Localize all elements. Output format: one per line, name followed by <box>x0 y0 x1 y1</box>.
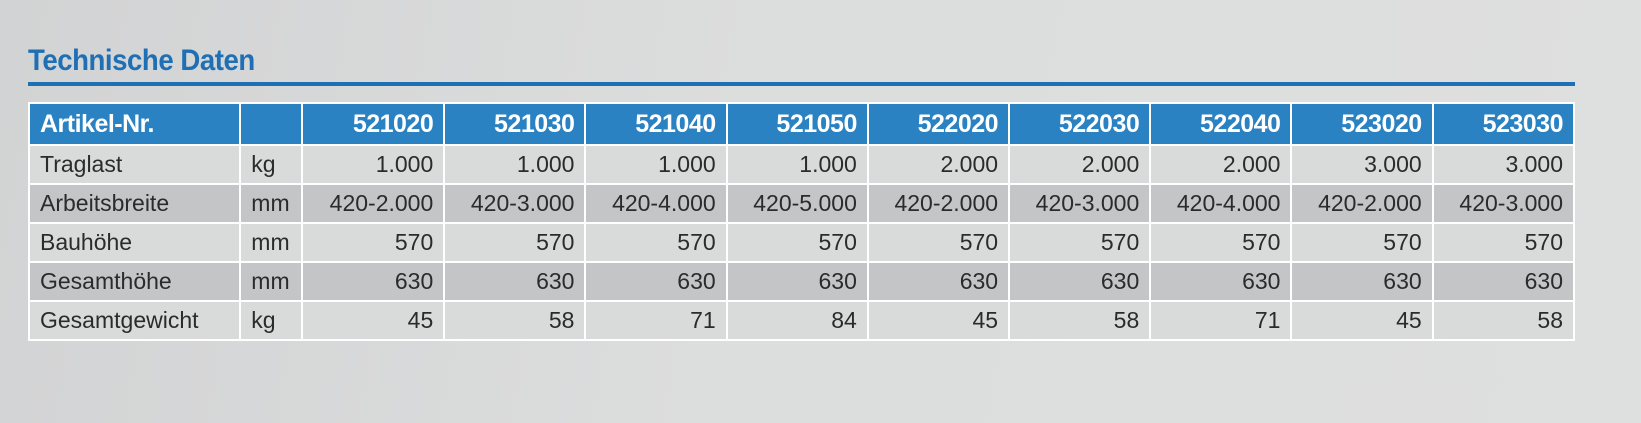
table-cell: 45 <box>866 300 1011 341</box>
row-unit: kg <box>239 144 303 185</box>
row-label: Gesamthöhe <box>27 261 242 302</box>
table-cell: 630 <box>1008 261 1152 302</box>
row-label: Arbeitsbreite <box>27 183 242 224</box>
header-article-label: Artikel-Nr. <box>27 102 242 146</box>
row-label: Gesamtgewicht <box>27 300 242 341</box>
table-cell: 58 <box>443 300 587 341</box>
header-article-number: 522030 <box>1008 102 1152 146</box>
table-cell: 420-4.000 <box>584 183 728 224</box>
row-unit: mm <box>239 183 303 224</box>
table-cell: 570 <box>300 222 446 263</box>
header-article-number: 521040 <box>584 102 728 146</box>
row-label: Traglast <box>27 144 242 185</box>
row-label: Bauhöhe <box>27 222 242 263</box>
table-row-traglast: Traglast kg 1.000 1.000 1.000 1.000 2.00… <box>27 144 1576 185</box>
header-article-number: 521050 <box>725 102 869 146</box>
table-cell: 1.000 <box>725 144 869 185</box>
section-heading: Technische Daten <box>28 44 255 77</box>
row-unit: mm <box>239 261 303 302</box>
technical-data-section: Technische Daten Artikel-Nr. 521020 5210… <box>27 42 1576 341</box>
table-cell: 570 <box>443 222 587 263</box>
table-header-row: Artikel-Nr. 521020 521030 521040 521050 … <box>27 102 1576 146</box>
table-cell: 58 <box>1008 300 1152 341</box>
table-cell: 630 <box>443 261 587 302</box>
table-cell: 420-5.000 <box>725 183 869 224</box>
table-cell: 420-2.000 <box>300 183 446 224</box>
header-article-number: 521020 <box>300 102 446 146</box>
table-cell: 630 <box>866 261 1011 302</box>
specs-table: Artikel-Nr. 521020 521030 521040 521050 … <box>27 102 1576 341</box>
row-unit: mm <box>239 222 303 263</box>
table-cell: 570 <box>1290 222 1434 263</box>
table-cell: 71 <box>1149 300 1293 341</box>
table-cell: 1.000 <box>584 144 728 185</box>
table-cell: 630 <box>1431 261 1576 302</box>
header-article-number: 523020 <box>1290 102 1434 146</box>
table-cell: 58 <box>1431 300 1576 341</box>
header-article-number: 522020 <box>866 102 1011 146</box>
header-article-number: 523030 <box>1431 102 1576 146</box>
table-cell: 1.000 <box>300 144 446 185</box>
header-article-number: 522040 <box>1149 102 1293 146</box>
table-cell: 630 <box>725 261 869 302</box>
table-cell: 420-3.000 <box>1008 183 1152 224</box>
table-cell: 630 <box>1149 261 1293 302</box>
table-cell: 630 <box>1290 261 1434 302</box>
table-cell: 570 <box>1431 222 1576 263</box>
table-row-bauhoehe: Bauhöhe mm 570 570 570 570 570 570 570 5… <box>27 222 1576 263</box>
table-cell: 630 <box>584 261 728 302</box>
table-cell: 420-4.000 <box>1149 183 1293 224</box>
table-cell: 420-3.000 <box>1431 183 1576 224</box>
table-cell: 3.000 <box>1431 144 1576 185</box>
table-cell: 71 <box>584 300 728 341</box>
table-cell: 420-2.000 <box>1290 183 1434 224</box>
table-cell: 2.000 <box>1149 144 1293 185</box>
table-cell: 45 <box>1290 300 1434 341</box>
table-cell: 420-3.000 <box>443 183 587 224</box>
table-cell: 45 <box>300 300 446 341</box>
header-article-number: 521030 <box>443 102 587 146</box>
table-cell: 570 <box>866 222 1011 263</box>
table-cell: 420-2.000 <box>866 183 1011 224</box>
table-cell: 2.000 <box>866 144 1011 185</box>
table-cell: 630 <box>300 261 446 302</box>
table-cell: 3.000 <box>1290 144 1434 185</box>
row-unit: kg <box>239 300 303 341</box>
table-cell: 570 <box>1149 222 1293 263</box>
table-cell: 84 <box>725 300 869 341</box>
table-cell: 2.000 <box>1008 144 1152 185</box>
table-cell: 1.000 <box>443 144 587 185</box>
table-row-arbeitsbreite: Arbeitsbreite mm 420-2.000 420-3.000 420… <box>27 183 1576 224</box>
table-row-gesamthoehe: Gesamthöhe mm 630 630 630 630 630 630 63… <box>27 261 1576 302</box>
table-row-gesamtgewicht: Gesamtgewicht kg 45 58 71 84 45 58 71 45… <box>27 300 1576 341</box>
table-cell: 570 <box>1008 222 1152 263</box>
header-unit-cell <box>239 102 303 146</box>
table-cell: 570 <box>725 222 869 263</box>
heading-rule <box>28 82 1575 86</box>
table-cell: 570 <box>584 222 728 263</box>
